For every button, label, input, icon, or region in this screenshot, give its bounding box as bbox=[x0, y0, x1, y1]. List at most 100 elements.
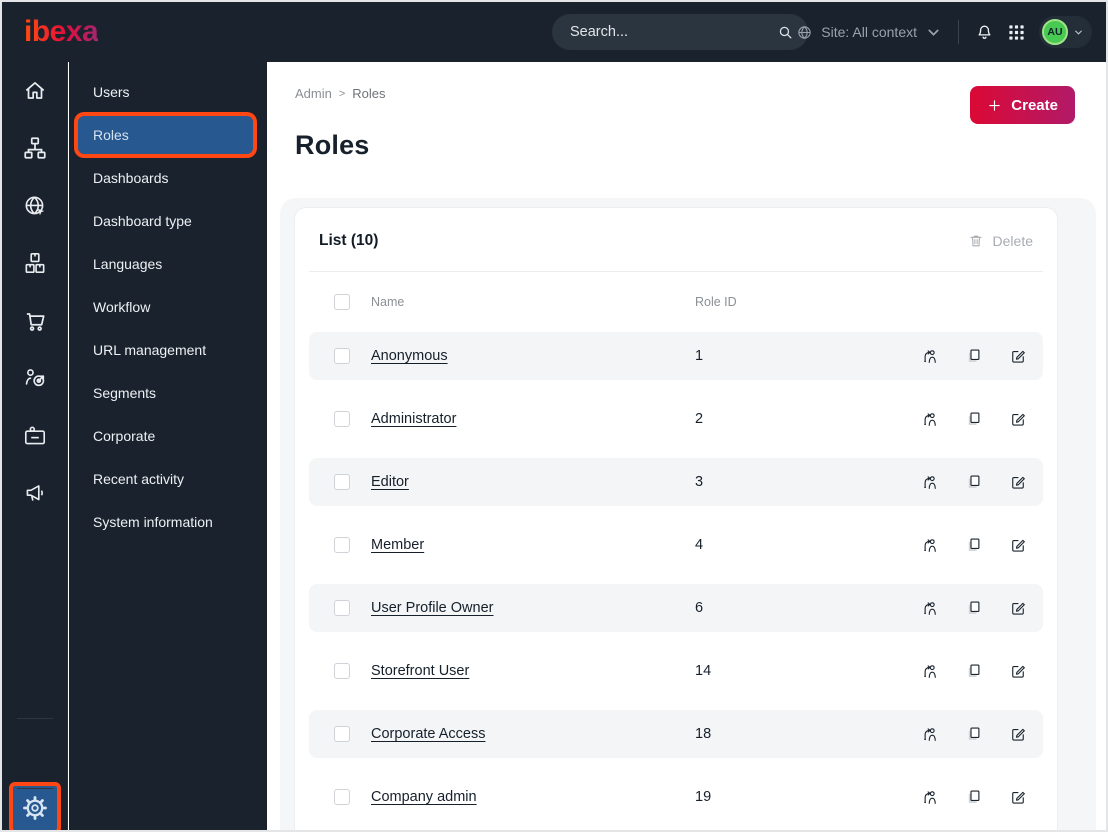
rail-item-personalization[interactable] bbox=[2, 350, 67, 408]
rail-item-content-structure[interactable] bbox=[2, 120, 67, 178]
select-all-checkbox[interactable] bbox=[334, 294, 350, 310]
breadcrumb-item-admin[interactable]: Admin bbox=[295, 86, 332, 101]
copy-icon[interactable] bbox=[965, 788, 983, 806]
role-name-link[interactable]: Corporate Access bbox=[371, 726, 486, 742]
delete-button-label: Delete bbox=[992, 233, 1033, 249]
row-checkbox[interactable] bbox=[334, 600, 350, 616]
sidebar-item-recent-activity[interactable]: Recent activity bbox=[69, 457, 267, 500]
sidebar-menu-item-label: Recent activity bbox=[93, 470, 185, 487]
copy-icon[interactable] bbox=[965, 662, 983, 680]
edit-icon[interactable] bbox=[1009, 536, 1027, 554]
row-checkbox[interactable] bbox=[334, 348, 350, 364]
copy-icon[interactable] bbox=[965, 410, 983, 428]
edit-icon[interactable] bbox=[1009, 725, 1027, 743]
rail-item-product-catalog[interactable] bbox=[2, 235, 67, 293]
sidebar-item-url-management[interactable]: URL management bbox=[69, 328, 267, 371]
rail-item-marketing[interactable] bbox=[2, 465, 67, 523]
role-id-cell: 18 bbox=[695, 726, 712, 742]
site-context-label: Site: All context bbox=[821, 24, 917, 40]
sidebar-item-system-information[interactable]: System information bbox=[69, 500, 267, 543]
app-switcher-button[interactable] bbox=[1007, 23, 1026, 42]
copy-icon[interactable] bbox=[965, 536, 983, 554]
row-checkbox[interactable] bbox=[334, 726, 350, 742]
edit-icon[interactable] bbox=[1009, 473, 1027, 491]
row-checkbox[interactable] bbox=[334, 663, 350, 679]
bell-icon bbox=[978, 24, 991, 39]
ibexa-logo[interactable]: ibexa bbox=[24, 15, 99, 48]
assign-users-icon[interactable] bbox=[921, 599, 939, 617]
delete-button[interactable]: Delete bbox=[968, 233, 1033, 249]
sidebar-item-dashboards[interactable]: Dashboards bbox=[69, 156, 267, 199]
role-name-link[interactable]: Editor bbox=[371, 474, 409, 490]
notifications-button[interactable] bbox=[975, 23, 994, 42]
create-button-label: Create bbox=[1011, 96, 1058, 114]
create-button[interactable]: Create bbox=[970, 86, 1075, 124]
sidebar-item-roles[interactable]: Roles bbox=[78, 115, 253, 154]
role-name-link[interactable]: Storefront User bbox=[371, 663, 470, 679]
role-name-link[interactable]: Company admin bbox=[371, 789, 477, 805]
copy-icon[interactable] bbox=[965, 347, 983, 365]
search-icon[interactable] bbox=[777, 24, 794, 41]
search-input[interactable] bbox=[570, 24, 777, 40]
assign-users-icon[interactable] bbox=[921, 725, 939, 743]
role-name-link[interactable]: User Profile Owner bbox=[371, 600, 494, 616]
table-row: Storefront User 14 bbox=[309, 647, 1043, 695]
assign-users-icon[interactable] bbox=[921, 473, 939, 491]
megaphone-icon bbox=[26, 485, 43, 502]
assign-users-icon[interactable] bbox=[921, 347, 939, 365]
chevron-down-icon bbox=[928, 29, 939, 36]
table-body: Anonymous 1 Administrator 2 Editor 3 bbox=[309, 332, 1043, 821]
rail-item-site[interactable] bbox=[2, 177, 67, 235]
row-checkbox[interactable] bbox=[334, 411, 350, 427]
table-row: Member 4 bbox=[309, 521, 1043, 569]
assign-users-icon[interactable] bbox=[921, 410, 939, 428]
sidebar-menu-item-label: Segments bbox=[93, 384, 157, 401]
copy-icon[interactable] bbox=[965, 725, 983, 743]
rail-item-admin-settings[interactable] bbox=[9, 782, 61, 830]
row-checkbox[interactable] bbox=[334, 789, 350, 805]
person-target-icon bbox=[25, 369, 44, 387]
table-row: User Profile Owner 6 bbox=[309, 584, 1043, 632]
plus-icon bbox=[989, 99, 1001, 111]
rail-divider bbox=[17, 718, 53, 719]
rail-item-home[interactable] bbox=[2, 62, 67, 120]
sidebar-item-segments[interactable]: Segments bbox=[69, 371, 267, 414]
role-name-link[interactable]: Anonymous bbox=[371, 348, 448, 364]
rail-item-corporate[interactable] bbox=[2, 407, 67, 465]
sidebar-item-corporate[interactable]: Corporate bbox=[69, 414, 267, 457]
user-menu[interactable]: AU bbox=[1039, 16, 1092, 48]
edit-icon[interactable] bbox=[1009, 599, 1027, 617]
sidebar-item-languages[interactable]: Languages bbox=[69, 242, 267, 285]
rail-item-commerce[interactable] bbox=[2, 292, 67, 350]
edit-icon[interactable] bbox=[1009, 788, 1027, 806]
assign-users-icon[interactable] bbox=[921, 662, 939, 680]
sidebar-item-workflow[interactable]: Workflow bbox=[69, 285, 267, 328]
role-id-cell: 4 bbox=[695, 537, 704, 553]
table-row: Company admin 19 bbox=[309, 773, 1043, 821]
content-panel: List (10) Delete Name Role ID Anonymo bbox=[280, 198, 1096, 830]
role-name-link[interactable]: Administrator bbox=[371, 411, 457, 427]
site-context-dropdown[interactable]: Site: All context bbox=[796, 24, 942, 41]
global-search[interactable] bbox=[552, 14, 808, 50]
roles-list-card: List (10) Delete Name Role ID Anonymo bbox=[294, 207, 1058, 830]
home-icon bbox=[25, 81, 44, 99]
edit-icon[interactable] bbox=[1009, 410, 1027, 428]
sidebar-item-users[interactable]: Users bbox=[69, 70, 267, 113]
edit-icon[interactable] bbox=[1009, 662, 1027, 680]
avatar: AU bbox=[1042, 19, 1068, 45]
role-name-link[interactable]: Member bbox=[371, 537, 425, 553]
sidebar-menu-item-label: Workflow bbox=[93, 298, 151, 315]
trash-icon bbox=[969, 235, 982, 247]
edit-icon[interactable] bbox=[1009, 347, 1027, 365]
badge-icon bbox=[24, 426, 45, 445]
row-checkbox[interactable] bbox=[334, 537, 350, 553]
assign-users-icon[interactable] bbox=[921, 788, 939, 806]
globe-icon bbox=[798, 25, 811, 39]
copy-icon[interactable] bbox=[965, 599, 983, 617]
copy-icon[interactable] bbox=[965, 473, 983, 491]
sidebar-menu-item-label: Languages bbox=[93, 255, 163, 272]
assign-users-icon[interactable] bbox=[921, 536, 939, 554]
sidebar-item-dashboard-type[interactable]: Dashboard type bbox=[69, 199, 267, 242]
row-checkbox[interactable] bbox=[334, 474, 350, 490]
